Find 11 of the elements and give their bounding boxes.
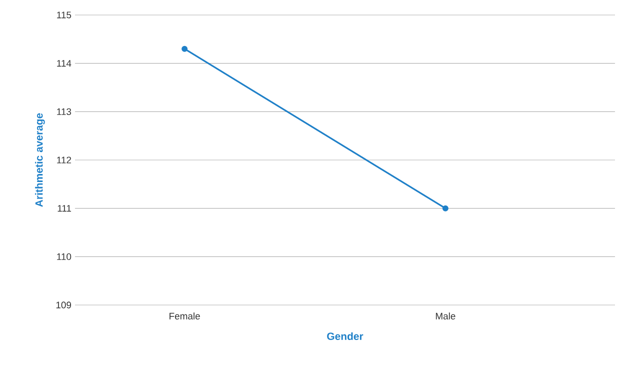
x-tick-label: Female <box>170 312 200 320</box>
y-tick-label: 110 <box>57 253 72 260</box>
y-tick-label: 112 <box>57 156 72 164</box>
x-tick-label: Male <box>436 312 456 320</box>
y-tick-label: 109 <box>56 302 72 308</box>
y-tick-label: 115 <box>57 12 72 18</box>
y-axis-title: Arithmetic average <box>35 113 45 207</box>
y-tick-label: 111 <box>58 205 72 212</box>
y-tick-label: 114 <box>57 60 72 67</box>
y-tick-label: 113 <box>57 108 72 116</box>
x-axis-title: Gender <box>327 332 364 340</box>
